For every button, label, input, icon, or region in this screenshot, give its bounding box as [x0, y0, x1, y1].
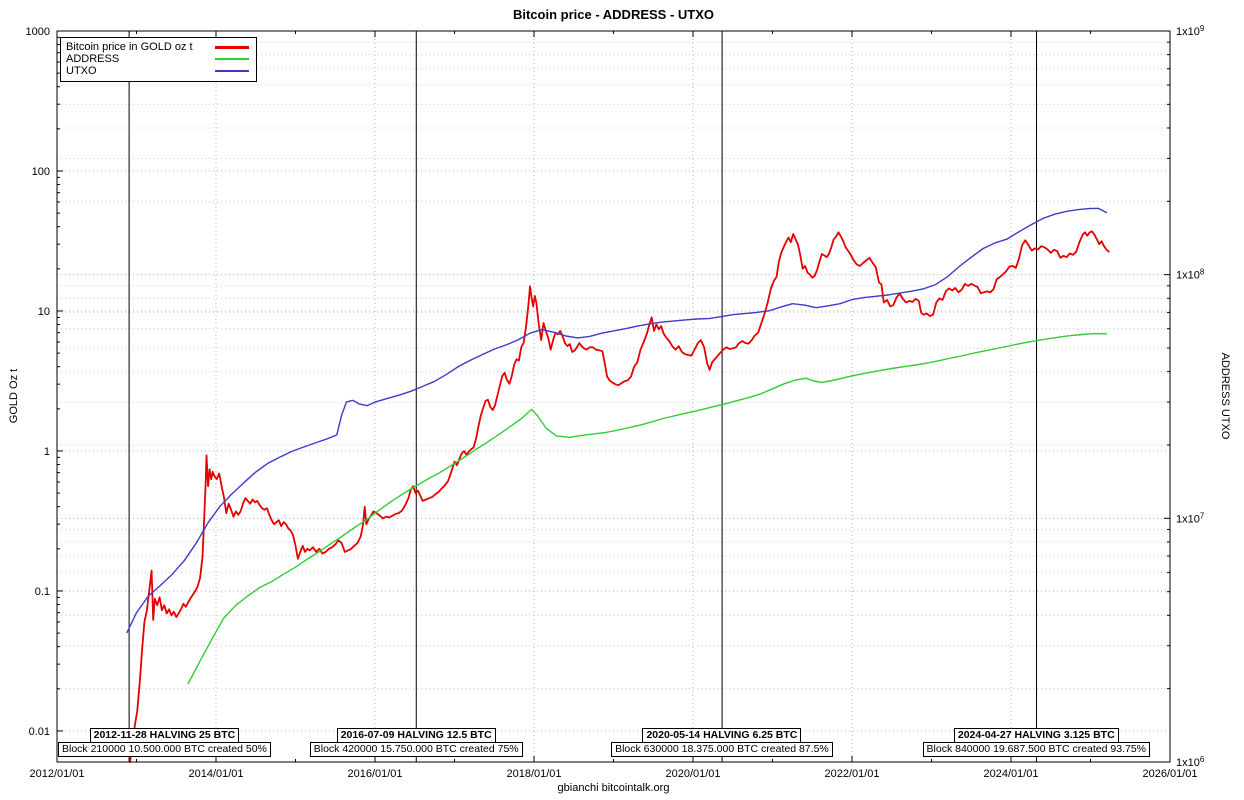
- halving-annotation-2024: 2024-04-27 HALVING 3.125 BTC Block 84000…: [922, 728, 1151, 757]
- y2-tick-label: 1x106: [1176, 755, 1205, 769]
- bitcoin-price-in-gold-oz-t-series-line: [129, 230, 1110, 763]
- legend-label-price: Bitcoin price in GOLD oz t: [66, 41, 193, 53]
- x-tick-label: 2016/01/01: [347, 768, 402, 780]
- x-tick-label: 2022/01/01: [824, 768, 879, 780]
- halving-annotation-2016: 2016-07-09 HALVING 12.5 BTC Block 420000…: [309, 728, 523, 757]
- x-tick-label: 2024/01/01: [983, 768, 1038, 780]
- legend-label-utxo: UTXO: [66, 65, 97, 77]
- x-tick-label: 2012/01/01: [29, 768, 84, 780]
- address-series-line: [187, 332, 1108, 685]
- x-tick-label: 2020/01/01: [665, 768, 720, 780]
- plot-border: [56, 30, 1171, 763]
- y2-tick-label: 1x107: [1176, 511, 1205, 525]
- x-tick-label: 2014/01/01: [188, 768, 243, 780]
- x-tick-label: 2018/01/01: [506, 768, 561, 780]
- y-tick-label: 1: [44, 446, 50, 458]
- y-tick-label: 0.01: [29, 726, 50, 738]
- x-tick-label: 2026/01/01: [1142, 768, 1197, 780]
- y2-tick-label: 1x108: [1176, 268, 1205, 282]
- left-axis-title: GOLD Oz t: [8, 368, 20, 424]
- legend-item-price: Bitcoin price in GOLD oz t: [66, 41, 249, 53]
- legend-line-sample-price: [215, 45, 249, 49]
- halving-annotation-2020: 2020-05-14 HALVING 6.25 BTC Block 630000…: [611, 728, 833, 757]
- legend-item-address: ADDRESS: [66, 53, 249, 65]
- chart-title: Bitcoin price - ADDRESS - UTXO: [512, 7, 715, 22]
- y-tick-label: 1000: [26, 26, 50, 38]
- halving-annotation-2012: 2012-11-28 HALVING 25 BTC Block 210000 1…: [58, 728, 271, 757]
- utxo-series-line: [126, 207, 1108, 634]
- halving-detail: Block 210000 10.500.000 BTC created 50%: [58, 742, 271, 757]
- legend-line-sample-address: [215, 58, 249, 60]
- credit-caption: gbianchi bitcointalk.org: [557, 782, 670, 794]
- legend-line-sample-utxo: [215, 70, 249, 72]
- right-axis-title: ADDRESS UTXO: [1219, 352, 1231, 440]
- halving-title: 2020-05-14 HALVING 6.25 BTC: [642, 728, 802, 743]
- halving-detail: Block 420000 15.750.000 BTC created 75%: [309, 742, 523, 757]
- y2-tick-label: 1x109: [1176, 24, 1205, 38]
- y-tick-label: 10: [38, 306, 50, 318]
- legend: Bitcoin price in GOLD oz t ADDRESS UTXO: [60, 37, 257, 82]
- halving-title: 2024-04-27 HALVING 3.125 BTC: [953, 728, 1119, 743]
- legend-label-address: ADDRESS: [66, 53, 120, 65]
- halving-title: 2016-07-09 HALVING 12.5 BTC: [336, 728, 496, 743]
- halving-detail: Block 630000 18.375.000 BTC created 87.5…: [611, 742, 833, 757]
- y-tick-label: 100: [32, 166, 50, 178]
- legend-item-utxo: UTXO: [66, 65, 249, 77]
- halving-detail: Block 840000 19.687.500 BTC created 93.7…: [922, 742, 1151, 757]
- y-tick-label: 0.1: [35, 586, 50, 598]
- halving-title: 2012-11-28 HALVING 25 BTC: [89, 728, 240, 743]
